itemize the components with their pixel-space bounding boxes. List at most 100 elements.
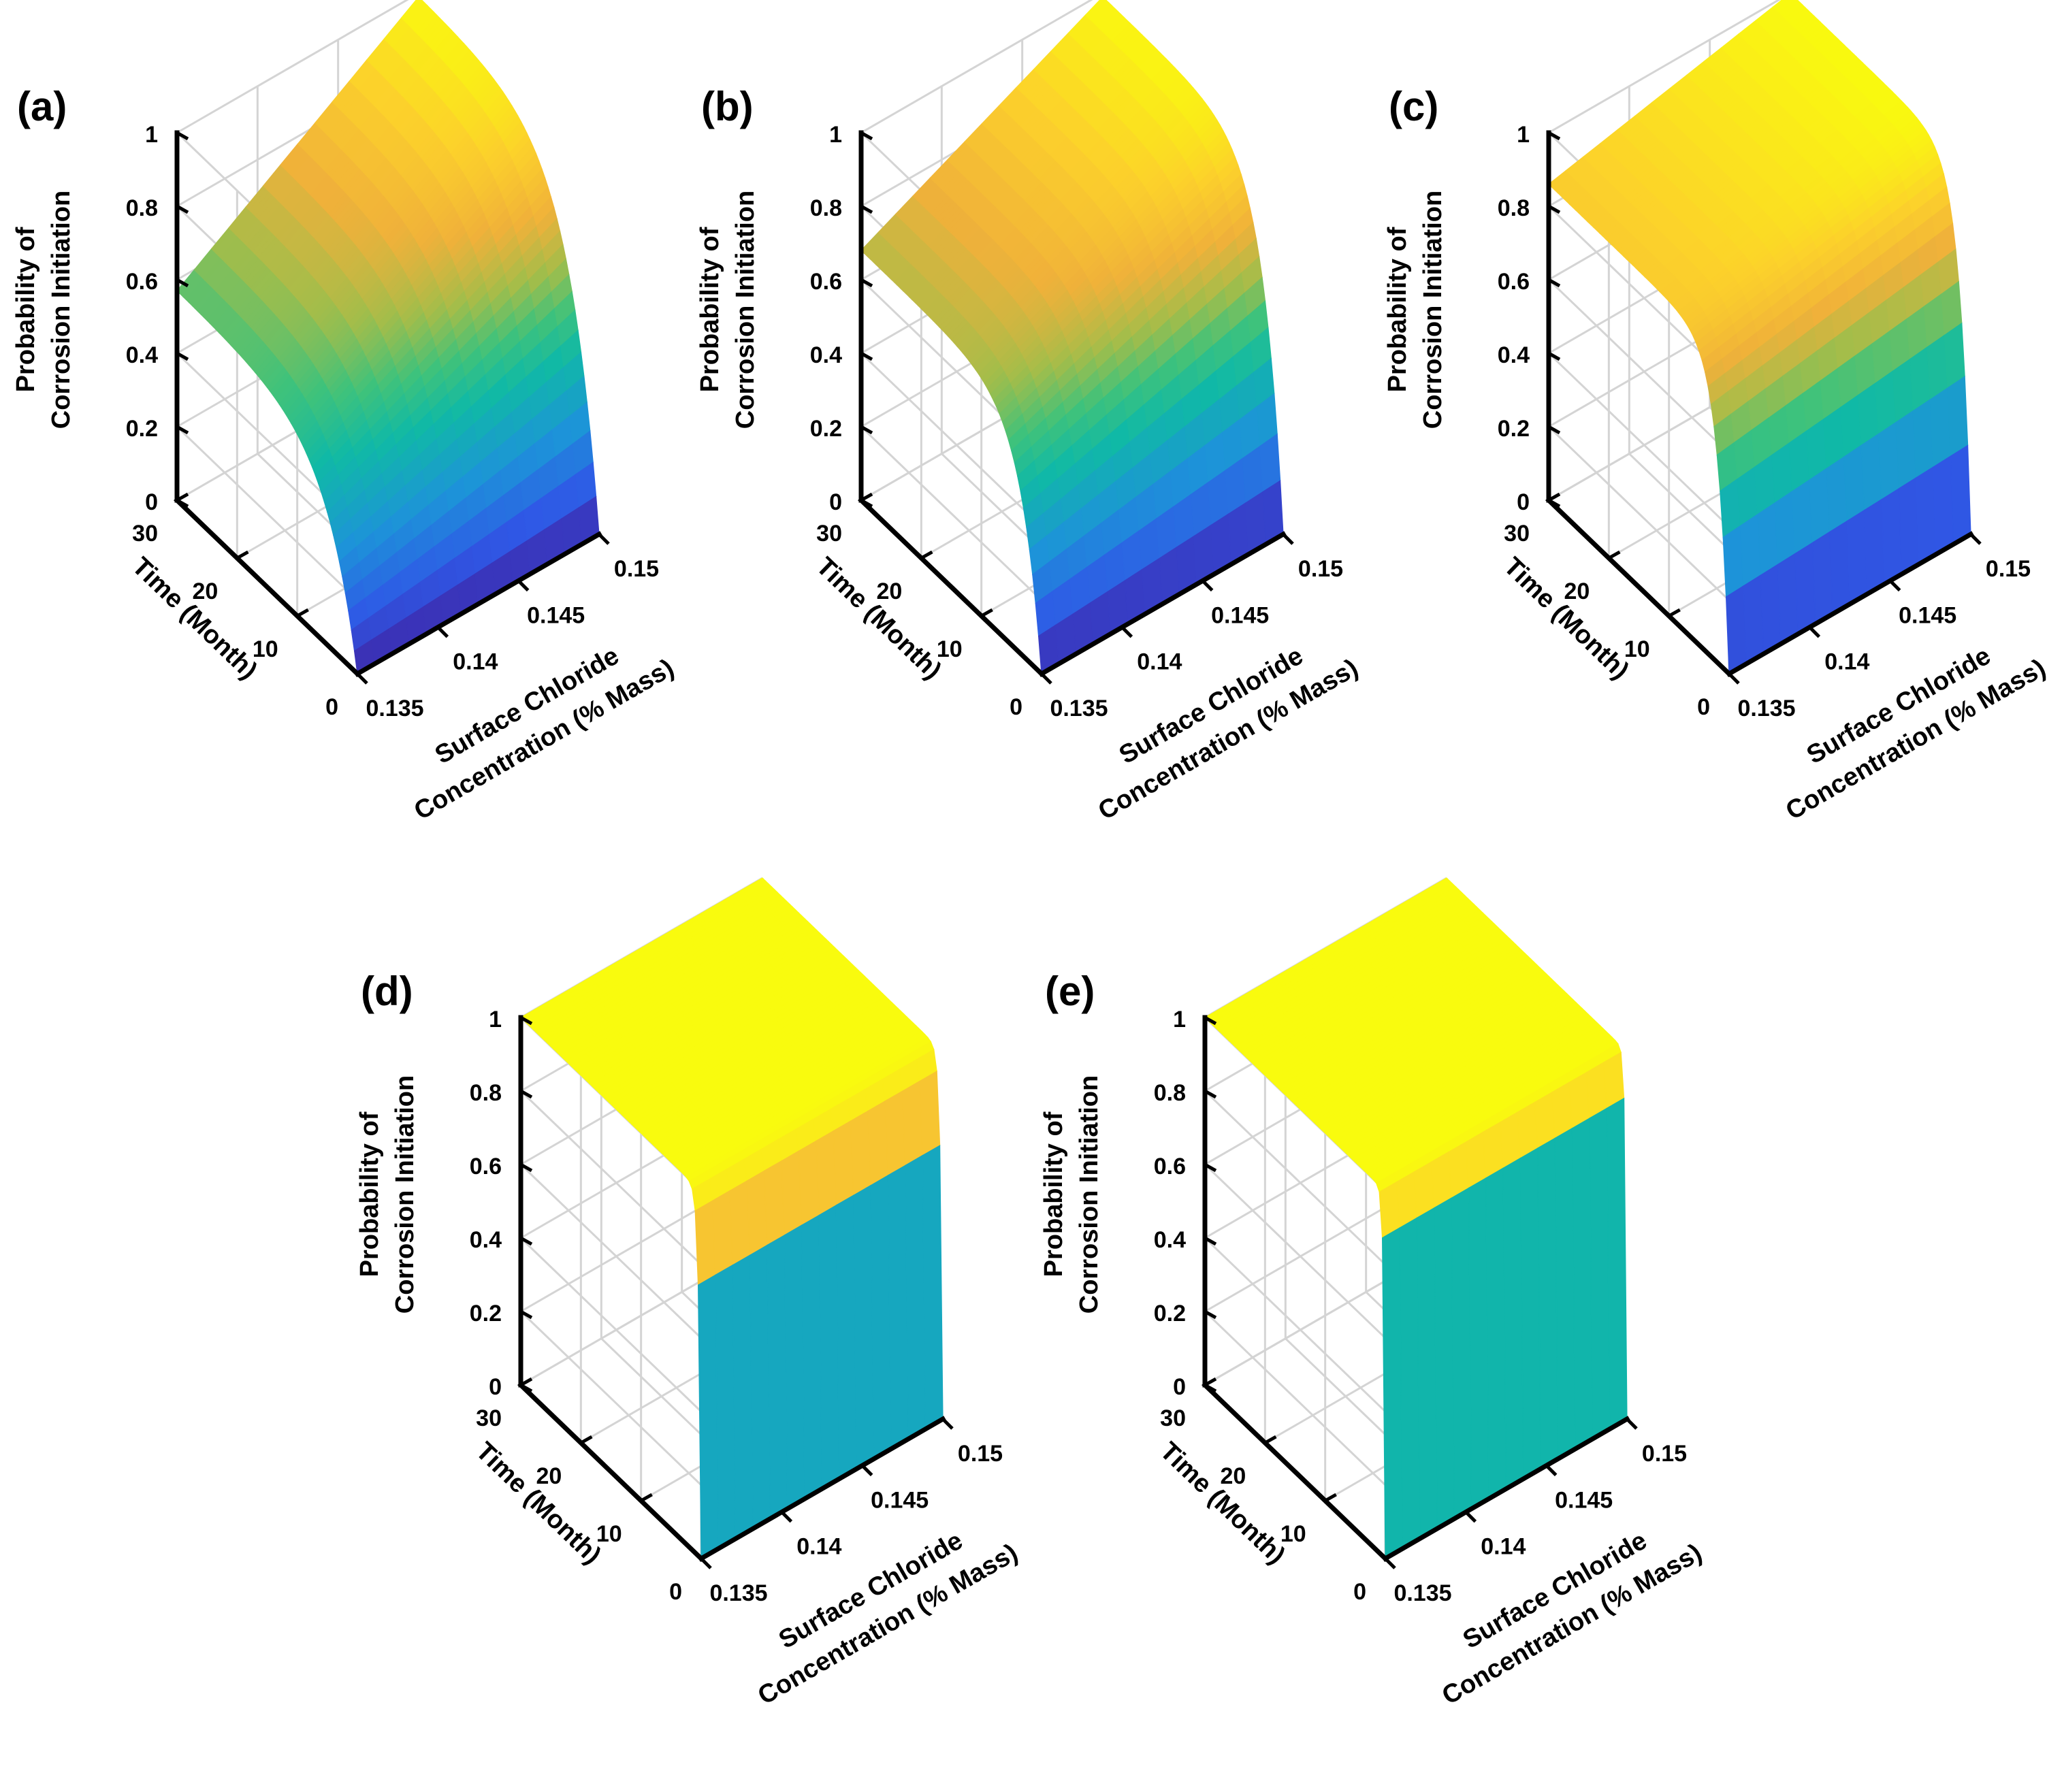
x-tick-mark <box>356 672 368 685</box>
surface-patch <box>1777 553 1799 645</box>
y-axis-title: Time (Month) <box>127 552 263 685</box>
z-tick-label: 1 <box>489 1007 502 1032</box>
surface-patch <box>1537 1137 1559 1470</box>
z-tick-label: 0.8 <box>810 195 842 221</box>
surface-patch <box>1606 1097 1628 1430</box>
z-tick-label: 0.8 <box>1498 195 1530 221</box>
x-tick-mark <box>1969 533 1982 545</box>
z-tick-label: 0.8 <box>470 1080 502 1106</box>
z-tick-label: 0.4 <box>126 342 158 368</box>
x-tick-mark <box>780 1510 793 1523</box>
y-tick-label: 0 <box>1010 694 1022 720</box>
y-tick-label: 30 <box>816 521 842 547</box>
x-tick-mark <box>1040 672 1052 685</box>
y-tick-label: 10 <box>253 636 278 662</box>
z-tick-label: 0.6 <box>810 269 842 295</box>
x-tick-label: 0.15 <box>1642 1441 1687 1467</box>
x-tick-mark <box>1888 579 1901 592</box>
panel-label: (b) <box>701 84 754 129</box>
surface-patch <box>1451 1187 1472 1520</box>
x-tick-label: 0.135 <box>1050 696 1108 721</box>
z-tick-label: 0.2 <box>470 1301 502 1326</box>
surface-patch <box>1863 498 1885 595</box>
x-tick-label: 0.14 <box>796 1534 841 1560</box>
surface-patch <box>1843 444 1865 522</box>
z-tick-label: 0.4 <box>810 342 842 368</box>
surface-patch <box>905 1154 926 1440</box>
surface-patch <box>1381 1227 1404 1560</box>
surface-patch <box>1947 376 1969 457</box>
y-axis-line <box>174 497 361 677</box>
x-tick-label: 0.135 <box>366 696 423 721</box>
y-tick-label: 30 <box>476 1405 502 1431</box>
z-axis-title: Probability of <box>696 227 724 392</box>
y-tick-mark <box>296 608 309 618</box>
surface-patch <box>1743 574 1764 665</box>
x-tick-label: 0.145 <box>1211 602 1269 628</box>
y-tick-label: 0 <box>669 1579 682 1605</box>
surface-patch <box>835 1194 857 1480</box>
x-tick-mark <box>1384 1557 1396 1569</box>
y-tick-mark <box>176 492 189 502</box>
x-tick-label: 0.135 <box>1737 696 1795 721</box>
surface-patch <box>767 1234 788 1520</box>
z-tick-label: 0.4 <box>470 1227 502 1253</box>
x-tick-label: 0.135 <box>709 1580 767 1606</box>
z-tick-label: 0.6 <box>470 1154 502 1179</box>
surface-patch <box>1846 509 1868 605</box>
surface-patch <box>798 1140 820 1226</box>
surface-patch <box>1791 479 1814 555</box>
surface-patch <box>801 1214 823 1500</box>
surface-patch <box>1809 468 1831 544</box>
z-tick-label: 1 <box>145 122 158 148</box>
surface-patch <box>816 1130 837 1216</box>
x-tick-label: 0.14 <box>453 649 498 675</box>
surface-patch <box>1739 513 1761 587</box>
surface <box>176 0 600 674</box>
y-tick-mark <box>1264 1435 1277 1445</box>
x-tick-mark <box>941 1418 954 1430</box>
surface-patch <box>887 1164 909 1450</box>
z-tick-label: 0.6 <box>1154 1154 1186 1179</box>
surface-patch <box>1915 466 1937 565</box>
surface-patch <box>1877 421 1899 500</box>
z-axis-title: Corrosion Initiation <box>47 191 76 429</box>
y-tick-mark <box>980 608 993 618</box>
z-tick-mark <box>176 498 189 508</box>
surface-patch <box>1950 444 1971 545</box>
grid-line <box>519 1163 703 1339</box>
y-tick-label: 0 <box>1697 694 1710 720</box>
surface-patch <box>784 1224 805 1510</box>
surface-patch <box>919 1070 941 1156</box>
y-tick-mark <box>920 550 933 560</box>
surface-patch <box>1794 542 1816 635</box>
z-tick-label: 0.8 <box>1154 1080 1186 1106</box>
z-tick-label: 0 <box>1173 1374 1186 1400</box>
surface-patch <box>1912 398 1934 479</box>
grid-line <box>860 425 1043 602</box>
surface-patch <box>853 1184 875 1470</box>
z-tick-label: 0.6 <box>1498 269 1530 295</box>
grid-line <box>860 0 1093 134</box>
z-tick-label: 1 <box>1173 1007 1186 1032</box>
z-axis-title: Probability of <box>1039 1111 1068 1277</box>
y-tick-mark <box>1668 608 1681 618</box>
surface-patch <box>1589 1107 1611 1440</box>
z-axis-title: Corrosion Initiation <box>1419 191 1447 429</box>
z-tick-label: 0.2 <box>1154 1301 1186 1326</box>
grid-line <box>1547 352 1730 528</box>
y-tick-label: 20 <box>193 579 219 604</box>
y-tick-label: 0 <box>1353 1579 1366 1605</box>
surface-patch <box>1434 1197 1455 1530</box>
x-tick-mark <box>1464 1510 1477 1523</box>
grid-line <box>519 1237 703 1413</box>
surface-patch <box>694 1200 716 1286</box>
z-tick-mark <box>176 351 189 361</box>
x-tick-mark <box>1545 1464 1558 1477</box>
panel-label: (d) <box>361 968 413 1014</box>
x-tick-label: 0.15 <box>1298 556 1343 582</box>
x-tick-label: 0.135 <box>1393 1580 1451 1606</box>
grid-line <box>176 0 409 134</box>
surface-patch <box>729 1180 751 1266</box>
surface-patch <box>1502 1157 1524 1490</box>
